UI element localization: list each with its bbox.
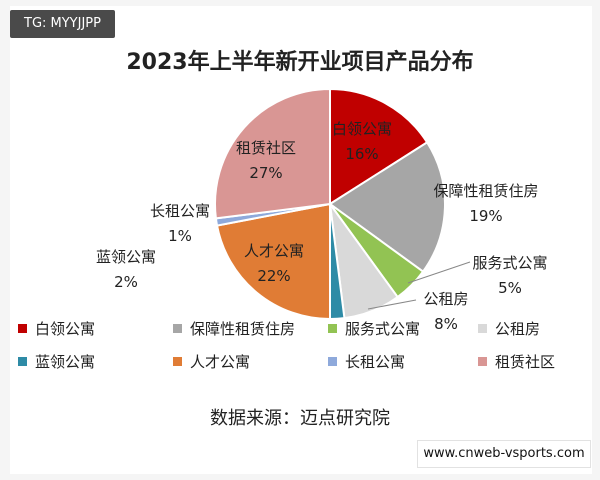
legend-swatch-blue-collar [18, 357, 27, 366]
data-label-name-rental-community: 租赁社区 [236, 139, 296, 157]
data-label-value-long-term-rental: 1% [168, 227, 192, 245]
legend-item-rental-community: 租赁社区 [478, 351, 555, 372]
legend-swatch-serviced-apartment [328, 324, 337, 333]
chart-title: 2023年上半年新开业项目产品分布 [126, 50, 474, 75]
data-label-value-white-collar: 16% [345, 145, 378, 163]
legend-item-public-rental: 公租房 [478, 318, 540, 339]
legend-swatch-affordable-rental [173, 324, 182, 333]
pie-slice-talent-apartment [215, 202, 331, 321]
data-label-name-talent-apartment: 人才公寓 [244, 242, 304, 260]
legend-item-serviced-apartment: 服务式公寓 [328, 318, 420, 339]
data-label-name-public-rental: 公租房 [423, 290, 468, 308]
data-label-value-public-rental: 8% [434, 315, 458, 333]
pie-slice-white-collar [329, 87, 429, 206]
data-label-name-long-term-rental: 长租公寓 [150, 202, 210, 220]
legend-label-talent-apartment: 人才公寓 [190, 353, 251, 371]
data-label-value-serviced-apartment: 5% [498, 279, 522, 297]
legend-item-talent-apartment: 人才公寓 [173, 351, 250, 372]
site-badge[interactable]: www.cnweb-vsports.com [418, 441, 590, 467]
pie-slice-rental-community [214, 87, 331, 220]
legend-item-long-term-rental: 长租公寓 [328, 351, 405, 372]
legend-item-affordable-rental: 保障性租赁住房 [173, 318, 295, 339]
legend-label-long-term-rental: 长租公寓 [345, 353, 406, 371]
legend-label-serviced-apartment: 服务式公寓 [345, 320, 421, 338]
legend-item-white-collar: 白领公寓 [18, 318, 95, 339]
legend-label-affordable-rental: 保障性租赁住房 [190, 320, 296, 338]
data-label-value-blue-collar: 2% [114, 273, 138, 291]
data-label-name-blue-collar: 蓝领公寓 [96, 248, 156, 266]
legend-label-rental-community: 租赁社区 [495, 353, 556, 371]
data-label-value-affordable-rental: 19% [469, 207, 502, 225]
legend-label-white-collar: 白领公寓 [35, 320, 96, 338]
legend-label-public-rental: 公租房 [495, 320, 541, 338]
legend-swatch-rental-community [478, 357, 487, 366]
legend-item-blue-collar: 蓝领公寓 [18, 351, 95, 372]
source-note: 数据来源：迈点研究院 [210, 408, 390, 429]
legend-label-blue-collar: 蓝领公寓 [35, 353, 96, 371]
legend-swatch-white-collar [18, 324, 27, 333]
pie-slice-affordable-rental [328, 140, 446, 273]
leader-line-serviced-apartment [407, 261, 471, 284]
legend-swatch-talent-apartment [173, 357, 182, 366]
data-label-name-affordable-rental: 保障性租赁住房 [433, 182, 538, 200]
data-label-value-rental-community: 27% [249, 164, 282, 182]
data-label-name-white-collar: 白领公寓 [332, 120, 392, 138]
legend-swatch-public-rental [478, 324, 487, 333]
watermark-tag: TG: MYYJJPP [10, 10, 115, 38]
data-label-value-talent-apartment: 22% [257, 267, 290, 285]
leader-line-public-rental [367, 299, 417, 310]
legend-swatch-long-term-rental [328, 357, 337, 366]
data-label-name-serviced-apartment: 服务式公寓 [472, 254, 547, 272]
